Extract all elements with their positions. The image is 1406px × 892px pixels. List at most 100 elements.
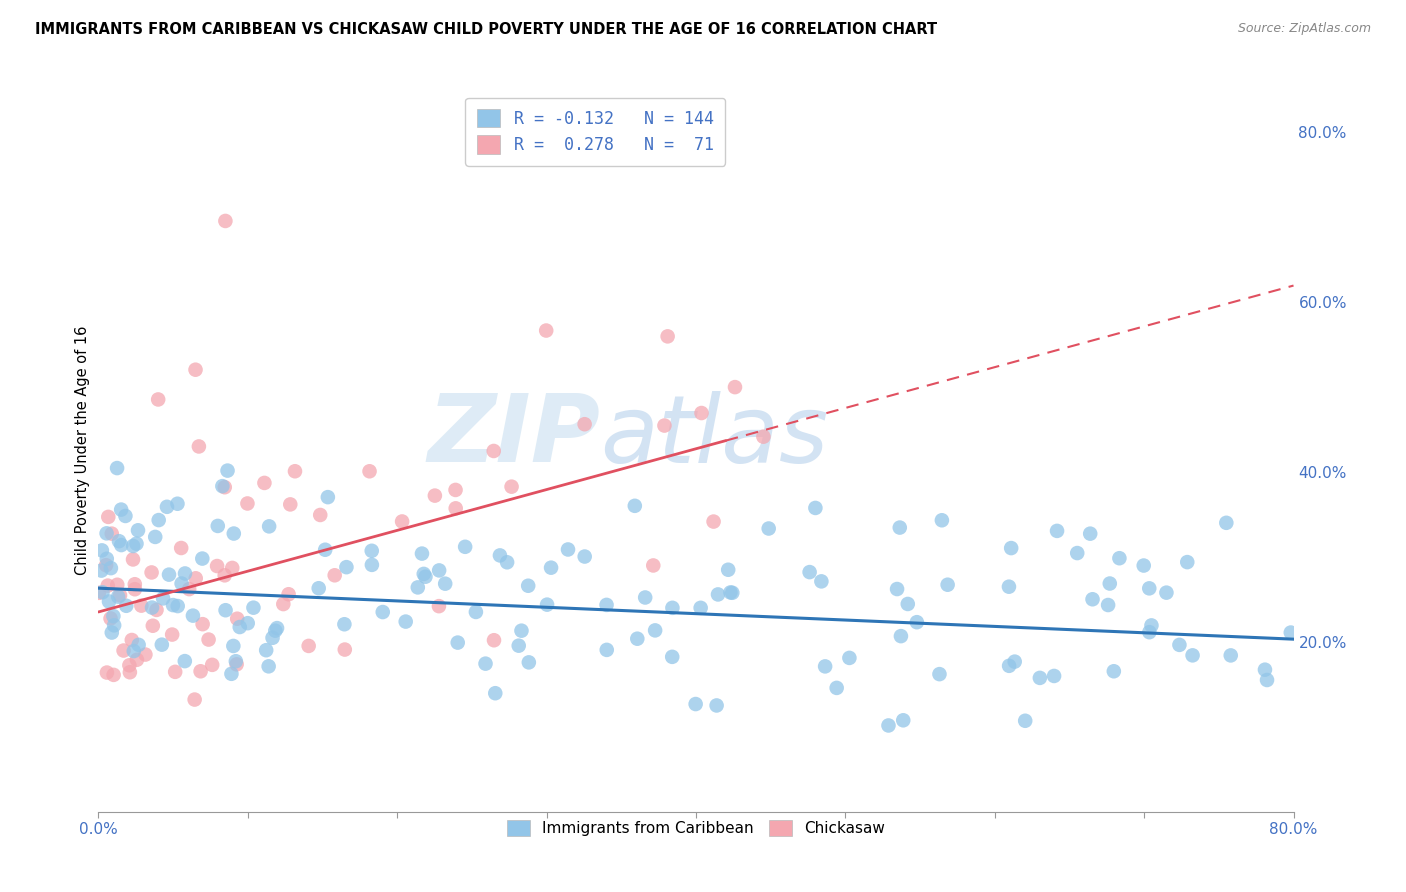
Point [936,578,959,592]
Point [897,597,920,611]
Point [121,632,143,647]
Point [166,599,188,613]
Point [444,483,467,497]
Point [333,617,356,632]
Point [654,418,676,433]
Point [1156,585,1178,599]
Point [145,603,167,617]
Point [236,616,259,631]
Point [427,599,450,614]
Point [391,515,413,529]
Point [534,324,557,338]
Point [225,657,247,672]
Point [1066,546,1088,560]
Point [87,586,110,600]
Point [508,639,530,653]
Point [103,609,125,624]
Point [114,508,136,523]
Point [371,605,394,619]
Point [644,624,666,638]
Point [685,697,707,711]
Point [262,631,284,645]
Point [536,598,558,612]
Point [118,665,141,680]
Point [96,665,118,680]
Point [197,632,219,647]
Point [804,500,827,515]
Point [758,521,780,535]
Point [125,536,148,550]
Point [207,519,229,533]
Point [214,603,236,617]
Point [464,605,486,619]
Point [316,490,339,504]
Point [225,654,247,668]
Point [122,552,145,566]
Point [103,618,125,632]
Point [191,551,214,566]
Point [214,568,236,582]
Point [141,566,163,580]
Point [415,570,437,584]
Point [877,718,900,732]
Point [94,558,117,573]
Point [128,638,150,652]
Point [314,542,336,557]
Point [214,214,236,228]
Point [91,585,114,599]
Point [162,598,184,612]
Point [1137,625,1160,640]
Point [173,654,195,668]
Point [308,581,330,595]
Point [97,579,120,593]
Point [706,698,728,713]
Point [122,644,145,658]
Point [221,666,243,681]
Point [905,615,928,630]
Point [510,624,533,638]
Point [226,612,249,626]
Point [690,406,713,420]
Point [889,520,911,534]
Point [221,561,243,575]
Point [211,479,233,493]
Point [720,585,742,599]
Point [143,530,166,544]
Point [236,496,259,510]
Point [217,464,239,478]
Point [596,643,619,657]
Point [810,574,832,589]
Point [257,519,280,533]
Point [517,656,540,670]
Point [717,563,740,577]
Point [160,627,183,641]
Point [205,559,228,574]
Point [131,599,153,613]
Point [1215,516,1237,530]
Point [1102,665,1125,679]
Point [201,657,224,672]
Point [703,515,725,529]
Point [90,543,112,558]
Point [1097,598,1119,612]
Point [134,648,156,662]
Point [1029,671,1052,685]
Point [489,549,512,563]
Point [501,480,523,494]
Point [427,563,450,577]
Point [98,594,121,608]
Point [142,619,165,633]
Point [886,582,908,596]
Point [434,576,457,591]
Point [395,615,418,629]
Point [1137,582,1160,596]
Point [574,417,596,432]
Point [124,582,146,597]
Point [125,653,148,667]
Point [624,499,647,513]
Point [752,430,775,444]
Point [264,624,287,638]
Point [179,582,201,596]
Point [309,508,332,522]
Point [112,643,135,657]
